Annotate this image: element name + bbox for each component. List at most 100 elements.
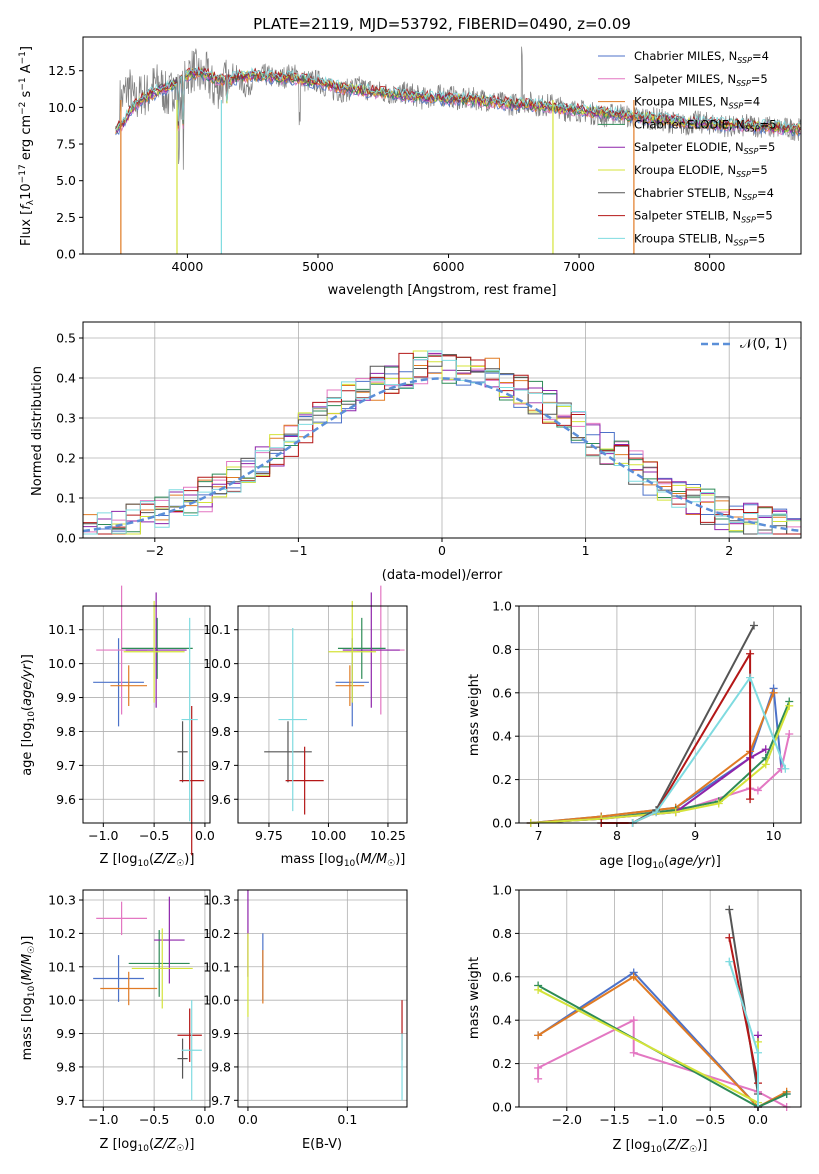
spectrum-title: PLATE=2119, MJD=53792, FIBERID=0490, z=0… (253, 15, 631, 33)
age-vs-metallicity-panel: age [log10(age/yr)] Z [log10(Z/Z☉)] −1.0… (20, 585, 215, 869)
weight-z-ylabel: mass weight (467, 957, 482, 1039)
mass-weight-line (537, 988, 759, 1105)
y-tick-label: 10.1 (203, 959, 231, 974)
legend-label: Chabrier MILES, NSSP=4 (634, 49, 769, 65)
plus-marker (769, 688, 778, 697)
legend-label-rest: =5 (748, 231, 765, 245)
y-tick-label: 10.0 (203, 993, 231, 1008)
x-tick-label: 0 (438, 543, 446, 558)
y-tick-label: 9.9 (211, 690, 231, 705)
weight-age-xlabel: age [log10(age/yr)] (599, 854, 721, 871)
x-tick-label: 9 (691, 828, 699, 843)
y-tick-label: 9.7 (211, 758, 231, 773)
y-tick-label: 10.0 (48, 100, 76, 115)
legend-label: Kroupa STELIB, NSSP=5 (634, 231, 765, 247)
legend-label-rest: =4 (743, 95, 760, 109)
y-tick-label: 0.2 (56, 451, 76, 466)
legend-label: Salpeter MILES, NSSP=5 (634, 72, 768, 88)
legend-label-rest: =5 (751, 72, 768, 86)
x-tick-label: −1 (289, 543, 307, 558)
mass-vs-metallicity-panel: mass [log10(M/M☉)] Z [log10(Z/Z☉)] −1.0 −… (20, 889, 215, 1154)
y-tick-label: 0.1 (56, 491, 76, 506)
y-tick-label: 0.6 (492, 685, 512, 700)
y-tick-label: 5.0 (56, 173, 76, 188)
x-tick-label: 7 (535, 828, 543, 843)
y-tick-label: 10.0 (48, 656, 76, 671)
legend-label: 𝒩(0, 1) (740, 337, 787, 352)
plus-marker (652, 808, 661, 817)
histogram-xlabel: (data-model)/error (382, 568, 503, 583)
y-tick-label: 0.3 (56, 411, 76, 426)
axes-frame (518, 889, 802, 1108)
y-tick-label: 0.0 (56, 531, 76, 546)
plus-marker (629, 1016, 638, 1025)
y-tick-label: 0.2 (492, 1056, 512, 1071)
plus-marker (746, 649, 755, 658)
axes-frame (82, 889, 211, 1108)
y-tick-label: 10.2 (48, 926, 76, 941)
y-tick-label: 9.7 (56, 1093, 76, 1108)
x-tick-label: 10 (766, 828, 782, 843)
y-tick-label: 0.5 (56, 331, 76, 346)
y-tick-label: 10.1 (48, 959, 76, 974)
plus-marker (750, 621, 758, 630)
legend-label: Salpeter STELIB, NSSP=5 (634, 209, 773, 225)
axes-frame (237, 605, 408, 824)
legend-subscript: SSP (729, 102, 744, 111)
plus-marker (534, 1074, 543, 1083)
y-tick-label: 0.8 (492, 642, 512, 657)
mass-vs-extinction-panel: E(B-V) 0.0 0.1 9.7 9.8 9.9 10.0 10.1 10.2 10.3 (203, 889, 408, 1152)
mass-weight-line (530, 692, 775, 824)
axes-frame (237, 889, 408, 1108)
histogram-step-line (82, 350, 801, 538)
legend-label-rest: =4 (752, 49, 769, 63)
x-tick-label: 8000 (694, 259, 726, 274)
x-tick-label: 0.0 (195, 1112, 215, 1127)
mass-z-ylabel: mass [log10(M/M☉)] (20, 936, 37, 1061)
y-tick-label: 0.0 (492, 1100, 512, 1115)
age-vs-mass-panel: mass [log10(M/M☉)] 9.75 10.00 10.25 9.6 9.7 9… (203, 585, 408, 869)
y-tick-label: 0.0 (492, 816, 512, 831)
spectrum-legend: Chabrier MILES, NSSP=4 Salpeter MILES, NS… (598, 49, 776, 247)
y-tick-label: 9.8 (56, 1059, 76, 1074)
legend-label-rest: =5 (751, 163, 768, 177)
y-tick-label: 9.9 (211, 1026, 231, 1041)
residual-histogram-panel: (data-model)/error Normed distribution −… (30, 321, 802, 583)
plus-marker (534, 1031, 543, 1040)
y-tick-label: 10.0 (203, 656, 231, 671)
plus-marker (629, 1048, 638, 1057)
y-tick-label: 0.0 (56, 247, 76, 262)
plus-marker (629, 972, 638, 981)
x-tick-label: −1.0 (88, 828, 118, 843)
legend-label-rest: =4 (757, 186, 774, 200)
plus-marker (725, 933, 734, 942)
age-z-ylabel: age [log10(age/yr)] (20, 654, 37, 776)
y-tick-label: 9.9 (56, 1026, 76, 1041)
y-tick-label: 10.3 (48, 893, 76, 908)
y-tick-label: 0.4 (492, 729, 512, 744)
legend-label: Chabrier STELIB, NSSP=4 (634, 186, 774, 202)
plus-marker (746, 673, 755, 682)
plus-marker (753, 786, 762, 795)
histogram-ylabel: Normed distribution (30, 366, 45, 496)
x-tick-label: −2.0 (552, 1112, 582, 1127)
y-tick-label: 9.8 (211, 724, 231, 739)
y-tick-label: 12.5 (48, 63, 76, 78)
x-tick-label: 0.0 (238, 1112, 258, 1127)
x-tick-label: 5000 (302, 259, 334, 274)
legend-subscript: SSP (745, 124, 760, 133)
x-tick-label: −1.0 (647, 1112, 677, 1127)
y-tick-label: 1.0 (492, 883, 512, 898)
y-tick-label: 0.2 (492, 772, 512, 787)
y-tick-label: 9.8 (56, 724, 76, 739)
mass-weight-vs-age-panel: mass weight age [log10(age/yr)] 7 8 9 10 0.0… (467, 599, 802, 871)
y-tick-label: 10.0 (48, 993, 76, 1008)
legend-subscript: SSP (741, 216, 756, 225)
axes-frame (518, 605, 802, 824)
y-tick-label: 0.4 (56, 371, 76, 386)
x-tick-label: −1.5 (599, 1112, 629, 1127)
spectrum-ylabel: Flux [fλ10−17 erg cm−2 s−1 A−1] (18, 46, 36, 246)
histogram-step-line (82, 350, 801, 538)
plus-marker (725, 957, 734, 966)
